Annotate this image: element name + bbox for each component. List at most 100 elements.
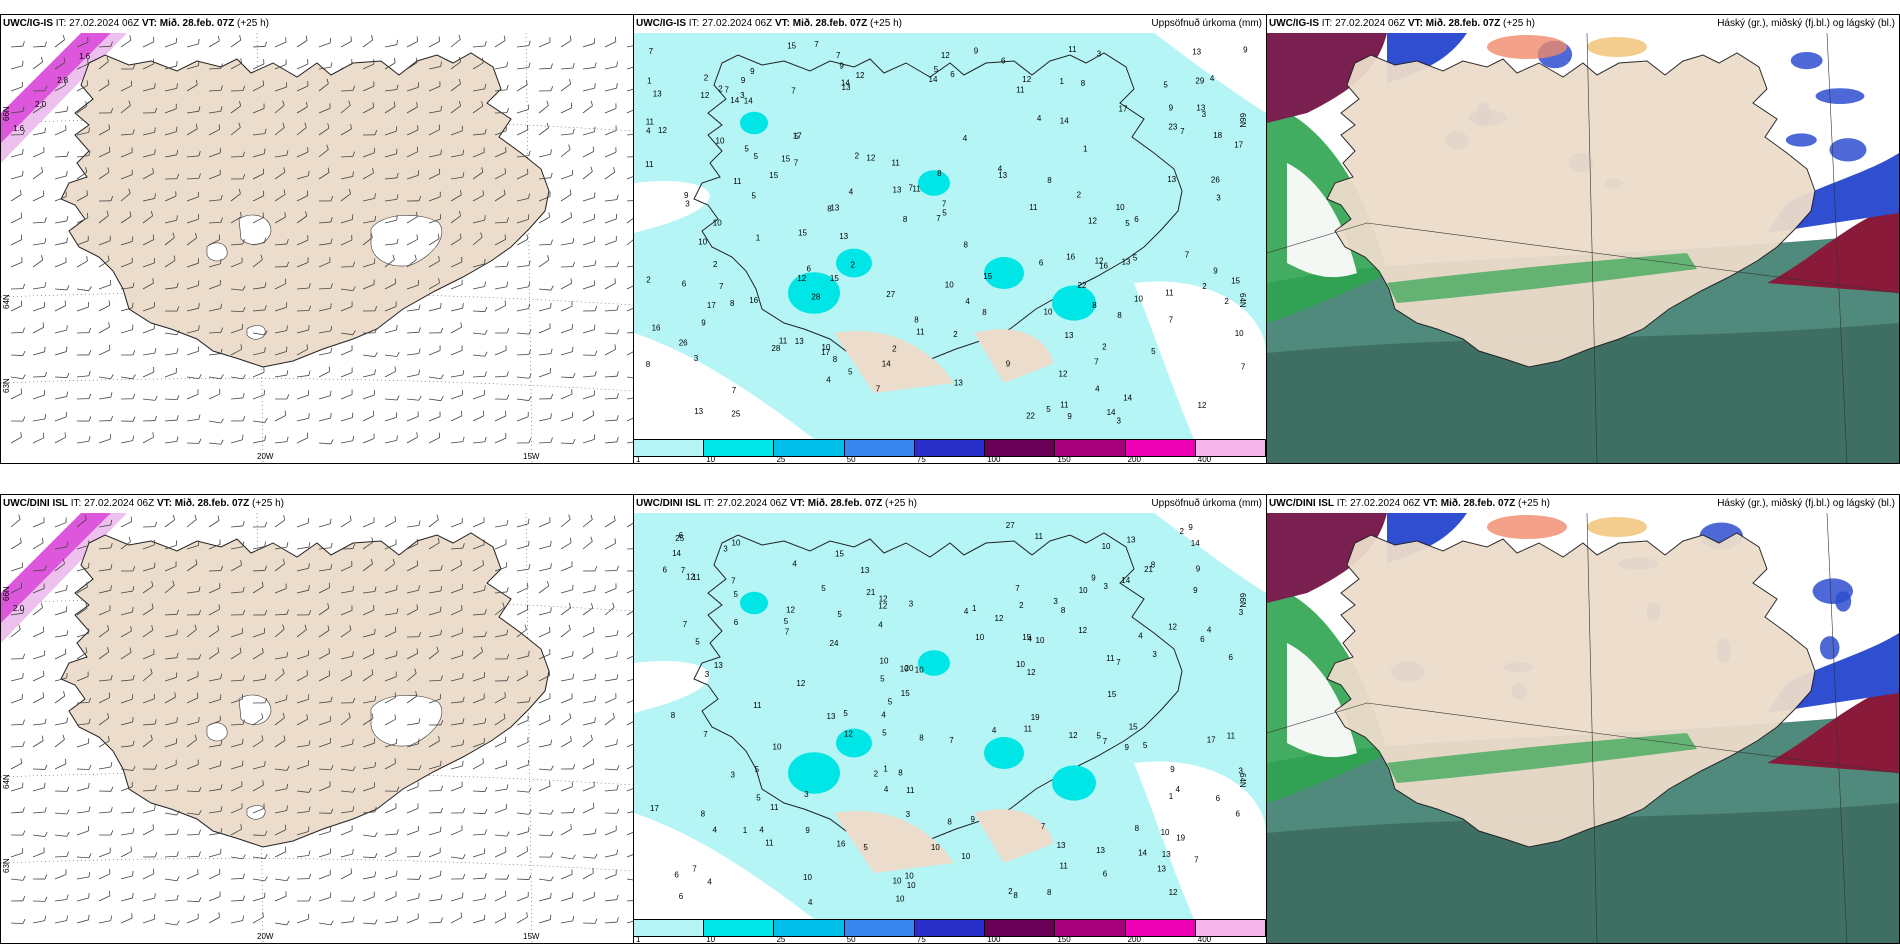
it-value: 27.02.2024 06Z xyxy=(717,498,788,509)
wind-barb xyxy=(164,232,175,246)
wind-barb xyxy=(252,237,266,246)
it-value: 27.02.2024 06Z xyxy=(84,498,155,509)
wind-barb xyxy=(164,540,178,550)
wind-barb xyxy=(384,626,397,638)
precip-value: 12 xyxy=(1198,401,1207,410)
wind-barb xyxy=(318,303,332,312)
wind-barb xyxy=(626,200,633,202)
wind-barb xyxy=(252,674,267,682)
precip-value: 6 xyxy=(674,871,679,880)
wind-barb xyxy=(208,217,223,224)
wind-barb xyxy=(274,824,287,836)
wind-barb xyxy=(98,830,114,836)
wind-barb xyxy=(384,671,397,682)
legend-swatch xyxy=(985,919,1056,937)
wind-barb xyxy=(32,847,45,858)
wind-barb xyxy=(98,344,111,356)
wind-barb xyxy=(582,166,593,180)
wind-barb xyxy=(76,393,92,400)
wind-barb xyxy=(318,920,334,926)
mid-cloud-patch xyxy=(1829,138,1867,162)
wind-barb xyxy=(10,673,24,682)
legend-tick: 25 xyxy=(776,455,786,464)
it-label: IT: xyxy=(1336,498,1348,509)
wind-barb xyxy=(472,737,485,748)
precip-value: 25 xyxy=(675,534,684,543)
wind-barb xyxy=(120,674,135,682)
wind-barb xyxy=(494,675,510,682)
precip-value: 22 xyxy=(1026,411,1035,420)
wind-barb xyxy=(582,350,598,356)
wind-barb xyxy=(252,330,268,336)
wind-barb xyxy=(54,151,69,158)
wind-barb xyxy=(560,372,576,379)
wind-barb xyxy=(54,346,68,356)
wind-barb xyxy=(604,565,619,572)
wind-barb xyxy=(450,436,465,444)
wind-barb xyxy=(10,41,25,48)
wind-barb xyxy=(582,717,596,726)
wind-barb xyxy=(296,257,309,268)
wind-barb xyxy=(98,146,111,158)
precip-value: 5 xyxy=(1151,347,1156,356)
wind-barb xyxy=(450,149,465,158)
longitude-label: 20W xyxy=(257,452,274,461)
wind-barb xyxy=(10,918,26,924)
precip-value: 4 xyxy=(1210,74,1215,83)
legend-swatch xyxy=(1055,919,1126,937)
wind-barb xyxy=(230,58,242,70)
legend-swatch xyxy=(704,439,775,457)
wind-barb xyxy=(516,518,530,528)
clear-area xyxy=(1154,33,1266,113)
wind-barb xyxy=(230,100,242,114)
vt-label: VT: xyxy=(774,18,790,29)
wind-barb xyxy=(186,869,199,880)
precip-value: 5 xyxy=(848,368,853,377)
precip-value: 10 xyxy=(945,280,954,289)
wind-barb xyxy=(120,913,133,924)
wind-barb xyxy=(274,609,289,616)
wind-barb xyxy=(472,436,487,444)
precip-value: 11 xyxy=(1106,654,1115,663)
wind-barb xyxy=(318,670,331,682)
vt-label: VT: xyxy=(156,498,172,509)
wind-barb xyxy=(32,537,44,550)
latitude-label: 64N xyxy=(1238,293,1248,308)
wind-barb xyxy=(230,895,245,902)
wind-barb xyxy=(32,85,48,92)
precip-value: 7 xyxy=(1041,822,1046,831)
wind-barb xyxy=(582,434,596,444)
wind-barb xyxy=(472,539,485,550)
wind-barb xyxy=(362,669,374,682)
wind-barb xyxy=(494,217,509,224)
wind-barb xyxy=(120,626,132,638)
wind-barb xyxy=(142,278,154,290)
precip-value: 11 xyxy=(1068,45,1077,54)
wind-barb xyxy=(538,540,552,550)
clear-area xyxy=(634,333,814,439)
precip-value: 10 xyxy=(822,343,831,352)
wind-barb xyxy=(604,147,617,158)
wind-barb xyxy=(516,874,532,880)
precip-value: 10 xyxy=(1116,203,1125,212)
wind-barb xyxy=(10,582,23,594)
wind-barb xyxy=(384,829,399,836)
wind-barb xyxy=(76,101,88,114)
precip-value: 13 xyxy=(954,379,963,388)
wind-barb xyxy=(428,807,444,814)
precip-value: 4 xyxy=(1176,785,1181,794)
precip-value: 2 xyxy=(1180,527,1185,536)
precip-value: 12 xyxy=(1088,217,1097,226)
wind-barb xyxy=(450,56,462,70)
wind-barb xyxy=(10,514,21,528)
wind-barb xyxy=(252,647,264,660)
wind-barb xyxy=(472,167,484,180)
low-cloud xyxy=(1267,803,1899,943)
wind-barb xyxy=(76,892,90,902)
wind-barb xyxy=(516,411,529,422)
precip-value: 2 xyxy=(1102,343,1107,352)
precip-value: 22 xyxy=(1078,281,1087,290)
wind-barb xyxy=(604,393,619,400)
wind-barb xyxy=(142,58,155,70)
map-panel-wind: UWC/IG-IS IT: 27.02.2024 06Z VT: Mið. 28… xyxy=(0,14,634,464)
